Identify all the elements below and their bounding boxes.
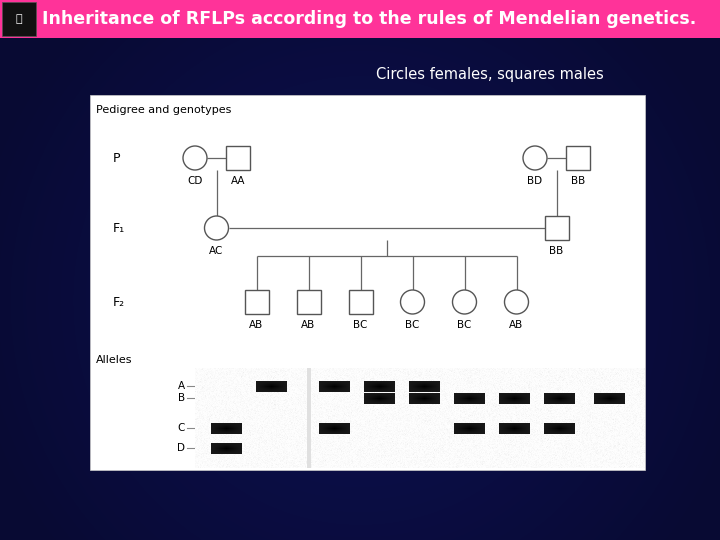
Ellipse shape — [204, 216, 228, 240]
Text: BC: BC — [457, 320, 472, 330]
Bar — [245, 290, 269, 314]
Bar — [348, 290, 372, 314]
Text: F₂: F₂ — [113, 295, 125, 308]
Bar — [226, 146, 250, 170]
Text: Circles females, squares males: Circles females, squares males — [376, 68, 604, 83]
Text: AC: AC — [210, 246, 224, 256]
Text: F₁: F₁ — [113, 221, 125, 234]
Text: CD: CD — [187, 176, 203, 186]
Text: AA: AA — [230, 176, 246, 186]
Bar — [544, 216, 569, 240]
Bar — [0, 0, 720, 38]
Text: D: D — [177, 443, 185, 453]
Ellipse shape — [400, 290, 425, 314]
Text: AB: AB — [302, 320, 315, 330]
Bar — [90, 95, 645, 470]
Bar — [566, 146, 590, 170]
Ellipse shape — [523, 146, 547, 170]
Text: BD: BD — [528, 176, 543, 186]
Ellipse shape — [183, 146, 207, 170]
Text: AB: AB — [509, 320, 523, 330]
Text: BB: BB — [571, 176, 585, 186]
Text: BC: BC — [354, 320, 368, 330]
Text: AB: AB — [249, 320, 264, 330]
Bar — [2, 2, 36, 36]
Text: C: C — [178, 423, 185, 433]
Text: Pedigree and genotypes: Pedigree and genotypes — [96, 105, 231, 115]
Text: B: B — [178, 393, 185, 403]
Text: 🧬: 🧬 — [16, 14, 22, 24]
Text: A: A — [178, 381, 185, 391]
Text: P: P — [113, 152, 120, 165]
Text: BB: BB — [549, 246, 564, 256]
Text: BC: BC — [405, 320, 420, 330]
Ellipse shape — [452, 290, 477, 314]
Text: Alleles: Alleles — [96, 355, 132, 365]
Bar — [297, 290, 320, 314]
Text: Inheritance of RFLPs according to the rules of Mendelian genetics.: Inheritance of RFLPs according to the ru… — [42, 10, 696, 28]
Ellipse shape — [505, 290, 528, 314]
